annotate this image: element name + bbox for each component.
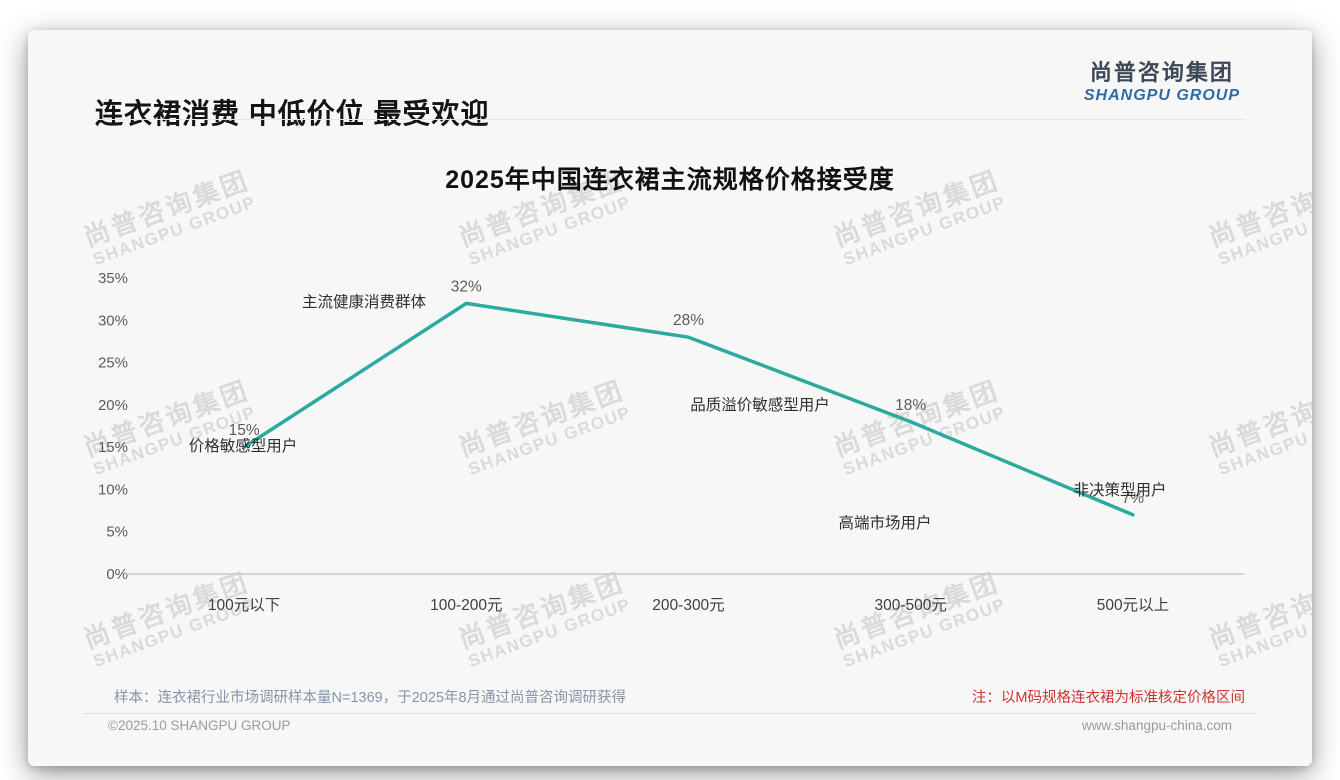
report-card: 尚普咨询集团 SHANGPU GROUP 尚普咨询集团 SHANGPU GROUP 尚普… <box>28 30 1312 766</box>
annotation-label: 价格敏感型用户 <box>189 437 298 455</box>
website-url: www.shangpu-china.com <box>1081 718 1232 733</box>
price-acceptance-line-chart: 0% 5% 10% 15% 20% 25% 30% 35% 100元以下 100-200元 200-… <box>98 270 1244 614</box>
x-category-label: 500元以上 <box>1097 596 1169 614</box>
value-label: 18% <box>895 397 926 414</box>
brand-logo-en: SHANGPU GROUP <box>1083 87 1240 104</box>
copyright-text: ©2025.10 SHANGPU GROUP <box>108 718 291 733</box>
brand-logo: 尚普咨询集团 SHANGPU GROUP <box>1084 60 1240 105</box>
sample-note: 样本：连衣裙行业市场调研样本量N=1369，于2025年8月通过尚普咨询调研获得 <box>114 690 627 706</box>
value-label: 28% <box>673 312 704 329</box>
x-category-label: 100-200元 <box>430 597 502 614</box>
header-divider <box>95 119 1245 120</box>
footer-divider <box>83 713 1257 714</box>
y-tick-label: 0% <box>106 566 128 583</box>
y-tick-label: 10% <box>98 481 128 498</box>
annotation-label: 品质溢价敏感型用户 <box>690 396 830 414</box>
y-tick-label: 35% <box>98 270 128 287</box>
page-title: 连衣裙消费 中低价位 最受欢迎 <box>95 98 490 129</box>
chart-title: 2025年中国连衣裙主流规格价格接受度 <box>445 166 895 194</box>
brand-logo-cn: 尚普咨询集团 <box>1089 60 1234 85</box>
x-category-label: 200-300元 <box>652 597 724 614</box>
x-category-label: 300-500元 <box>875 597 947 614</box>
x-category-label: 100元以下 <box>208 597 280 614</box>
y-tick-label: 20% <box>98 397 128 414</box>
value-label: 32% <box>451 278 482 295</box>
trend-line <box>242 301 1135 517</box>
annotation-label: 非决策型用户 <box>1073 481 1166 499</box>
annotation-label: 主流健康消费群体 <box>302 293 427 311</box>
method-note: 注：以M码规格连衣裙为标准核定价格区间 <box>971 690 1245 706</box>
annotation-label: 高端市场用户 <box>838 514 931 532</box>
y-tick-label: 15% <box>98 439 128 456</box>
y-tick-label: 25% <box>98 355 128 372</box>
y-tick-label: 5% <box>106 524 128 541</box>
value-label: 7% <box>1122 490 1145 507</box>
value-label: 15% <box>229 422 260 439</box>
y-tick-label: 30% <box>98 312 128 329</box>
